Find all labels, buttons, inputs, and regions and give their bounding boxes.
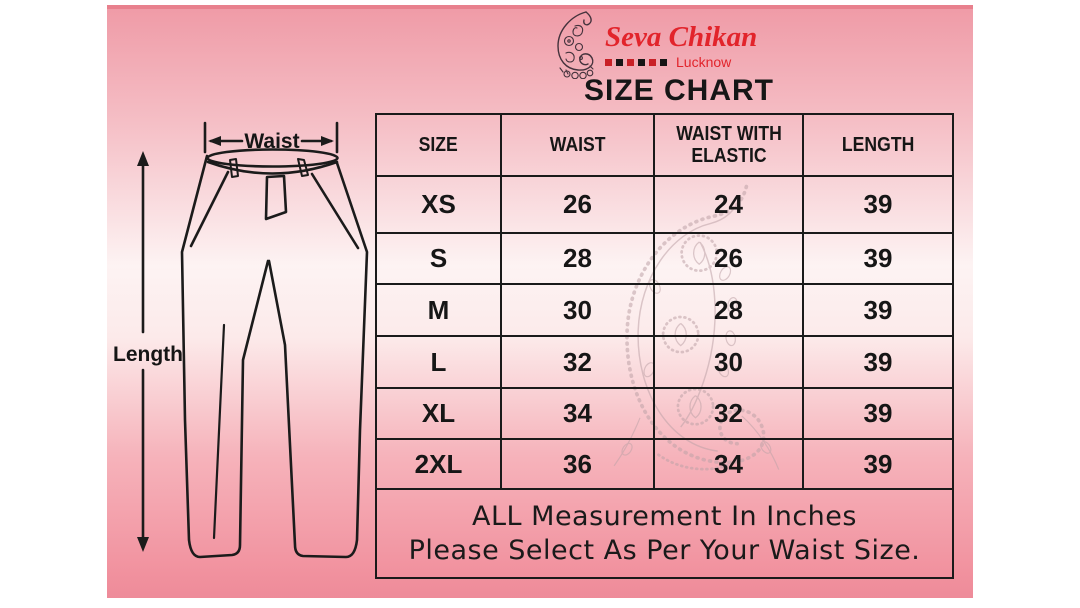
table-cell-size: L xyxy=(377,337,502,389)
length-label: Length xyxy=(113,343,183,366)
table-footer-note: ALL Measurement In Inches Please Select … xyxy=(377,490,952,577)
table-cell-length: 39 xyxy=(804,337,952,389)
table-cell-length: 39 xyxy=(804,389,952,440)
footer-note-line2: Please Select As Per Your Waist Size. xyxy=(408,534,921,566)
paisley-logo-icon xyxy=(557,11,594,79)
table-cell-waist-elastic: 32 xyxy=(655,389,804,440)
size-chart-panel: Seva Chikan Lucknow SIZE CHART xyxy=(107,5,973,598)
brand-city: Lucknow xyxy=(676,54,732,70)
table-cell-waist-elastic: 26 xyxy=(655,234,804,285)
column-header-waist-with-elastic: WAIST WITH ELASTIC xyxy=(655,115,804,177)
divider-square xyxy=(627,58,634,66)
footer-note-line1: ALL Measurement In Inches xyxy=(472,500,857,532)
length-arrow-icon xyxy=(137,151,149,552)
table-cell-waist-elastic: 30 xyxy=(655,337,804,389)
waist-arrow-icon xyxy=(203,121,339,154)
divider-square xyxy=(649,58,656,66)
table-cell-waist: 30 xyxy=(502,285,655,337)
divider-square xyxy=(638,58,645,66)
pants-outline xyxy=(180,148,369,559)
pants-diagram: Waist Length xyxy=(113,121,369,559)
watermark-paisley-icon xyxy=(613,184,780,471)
table-cell-waist: 34 xyxy=(502,389,655,440)
column-header-size: SIZE xyxy=(377,115,502,177)
table-cell-length: 39 xyxy=(804,177,952,234)
page-title: SIZE CHART xyxy=(584,74,774,107)
column-header-waist: WAIST xyxy=(502,115,655,177)
table-cell-waist: 28 xyxy=(502,234,655,285)
table-cell-waist: 36 xyxy=(502,440,655,490)
table-cell-size: S xyxy=(377,234,502,285)
brand-name: Seva Chikan xyxy=(605,21,758,53)
table-cell-size: XS xyxy=(377,177,502,234)
table-cell-waist: 32 xyxy=(502,337,655,389)
table-cell-length: 39 xyxy=(804,440,952,490)
brand-subline: Lucknow xyxy=(605,55,731,69)
divider-square xyxy=(605,58,612,66)
size-chart-table: SIZE WAIST WAIST WITH ELASTIC LENGTH XS … xyxy=(375,113,954,579)
table-cell-length: 39 xyxy=(804,234,952,285)
column-header-length: LENGTH xyxy=(804,115,952,177)
table-cell-size: 2XL xyxy=(377,440,502,490)
table-cell-waist-elastic: 24 xyxy=(655,177,804,234)
table-cell-size: M xyxy=(377,285,502,337)
table-cell-waist-elastic: 28 xyxy=(655,285,804,337)
table-cell-size: XL xyxy=(377,389,502,440)
panel-top-strip xyxy=(107,5,973,9)
table-cell-waist: 26 xyxy=(502,177,655,234)
divider-square xyxy=(660,58,667,66)
divider-square xyxy=(616,58,623,66)
table-cell-waist-elastic: 34 xyxy=(655,440,804,490)
table-cell-length: 39 xyxy=(804,285,952,337)
waist-label: Waist xyxy=(244,130,299,153)
